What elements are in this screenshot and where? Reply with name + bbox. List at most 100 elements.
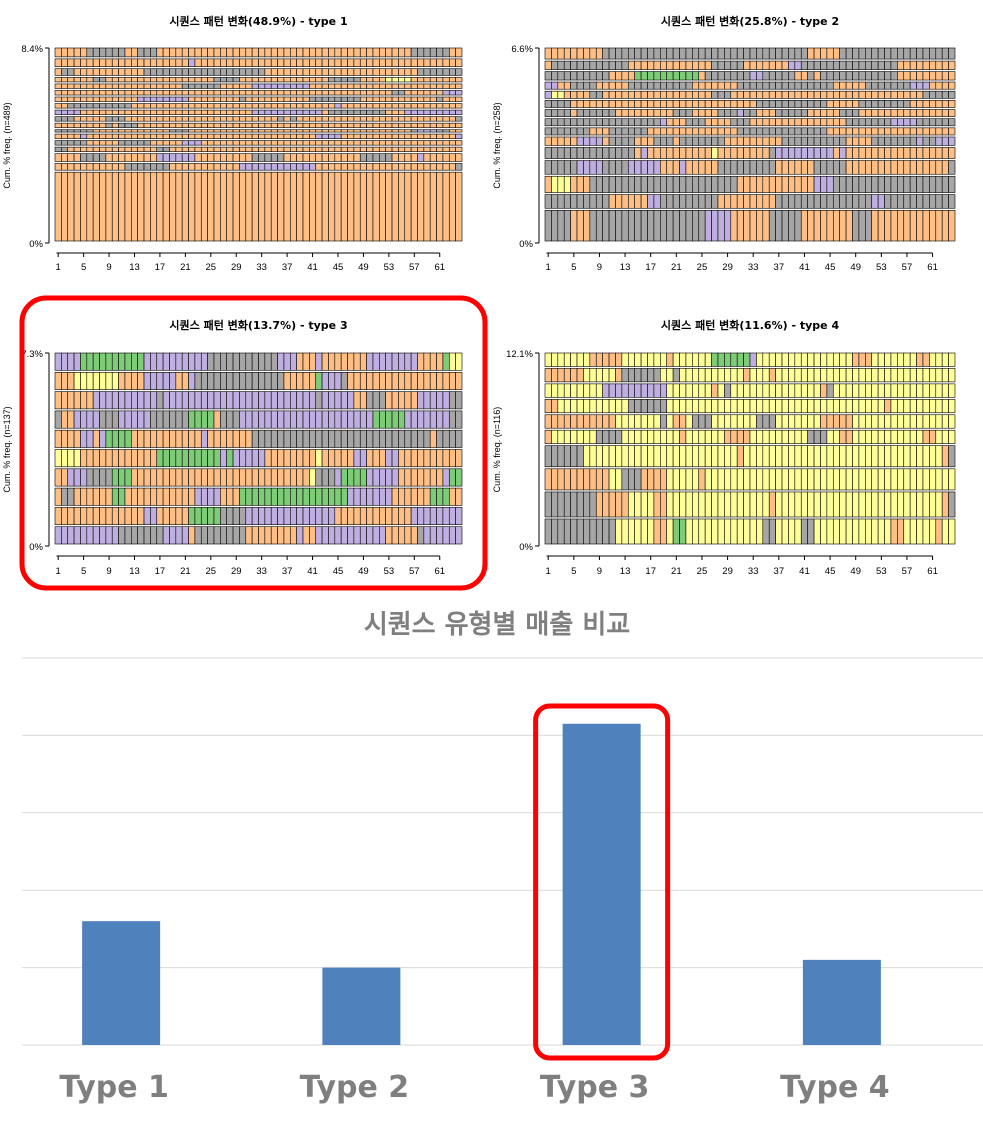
sequence-cell bbox=[188, 47, 196, 58]
sequence-cell bbox=[379, 352, 386, 371]
sequence-cell bbox=[251, 449, 259, 468]
sequence-cell bbox=[353, 468, 361, 487]
sequence-cell bbox=[544, 127, 552, 136]
sequence-cell bbox=[226, 410, 234, 429]
sequence-cell bbox=[194, 352, 202, 371]
sequence-cell bbox=[935, 194, 943, 209]
sequence-cell bbox=[353, 153, 361, 162]
sequence-cell bbox=[188, 122, 196, 129]
sequence-cell bbox=[111, 352, 119, 371]
sequence-cell bbox=[162, 47, 170, 58]
sequence-cell bbox=[666, 445, 674, 468]
sequence-cell bbox=[429, 468, 437, 487]
sequence-cell bbox=[627, 518, 635, 545]
sequence-cell bbox=[410, 153, 418, 162]
sequence-cell bbox=[704, 368, 712, 383]
y-axis-label: Cum. % freq. (n=137) bbox=[2, 406, 12, 492]
sequence-cell bbox=[86, 153, 94, 162]
sequence-cell bbox=[366, 391, 374, 410]
sequence-cell bbox=[105, 146, 113, 152]
sequence-cell bbox=[897, 518, 905, 545]
sequence-cell bbox=[768, 399, 776, 414]
sequence-cell bbox=[353, 449, 361, 468]
sequence-cell bbox=[711, 445, 719, 468]
sequence-cell bbox=[315, 391, 323, 410]
sequence-cell bbox=[775, 491, 783, 518]
sequence-cell bbox=[86, 122, 94, 129]
sequence-cell bbox=[67, 163, 75, 171]
sequence-cell bbox=[283, 47, 291, 58]
sequence-cell bbox=[220, 83, 227, 89]
sequence-cell bbox=[137, 77, 145, 83]
sequence-row bbox=[544, 81, 956, 90]
sequence-cell bbox=[615, 118, 623, 127]
sequence-cell bbox=[890, 147, 898, 159]
sequence-cell bbox=[820, 368, 828, 383]
sequence-cell bbox=[704, 383, 712, 398]
sequence-cell bbox=[884, 383, 892, 398]
sequence-cell bbox=[749, 468, 757, 491]
sequence-cell bbox=[315, 116, 323, 122]
sequence-cell bbox=[768, 175, 776, 193]
sequence-cell bbox=[99, 122, 107, 129]
sequence-cell bbox=[627, 175, 635, 193]
sequence-cell bbox=[105, 140, 113, 146]
sequence-cell bbox=[245, 391, 253, 410]
sequence-cell bbox=[839, 160, 847, 175]
sequence-cell bbox=[156, 58, 164, 67]
sequence-cell bbox=[570, 368, 578, 383]
sequence-cell bbox=[448, 68, 456, 76]
sequence-cell bbox=[839, 368, 847, 383]
sequence-cell bbox=[264, 352, 272, 371]
sequence-cell bbox=[417, 58, 425, 67]
sequence-cell bbox=[73, 352, 81, 371]
sequence-cell bbox=[289, 103, 297, 109]
sequence-cell bbox=[251, 429, 259, 448]
sequence-cell bbox=[398, 163, 406, 171]
sequence-cell bbox=[213, 58, 221, 67]
sequence-cell bbox=[871, 71, 879, 81]
sequence-cell bbox=[417, 47, 425, 58]
sequence-cell bbox=[640, 160, 648, 175]
sequence-cell bbox=[685, 209, 693, 242]
sequence-cell bbox=[80, 47, 88, 58]
sequence-cell bbox=[309, 103, 317, 109]
sequence-cell bbox=[845, 147, 853, 159]
sequence-cell bbox=[220, 129, 227, 133]
sequence-cell bbox=[743, 445, 751, 468]
sequence-cell bbox=[296, 153, 304, 162]
sequence-cell bbox=[852, 468, 860, 491]
sequence-cell bbox=[544, 60, 552, 70]
sequence-cell bbox=[589, 136, 597, 146]
sequence-cell bbox=[156, 90, 164, 96]
sequence-cell bbox=[124, 487, 132, 506]
sequence-cell bbox=[615, 429, 623, 444]
sequence-cell bbox=[207, 507, 215, 525]
sequence-cell bbox=[391, 153, 399, 162]
sequence-cell bbox=[762, 71, 770, 81]
sequence-cell bbox=[692, 209, 700, 242]
sequence-cell bbox=[570, 71, 578, 81]
sequence-cell bbox=[232, 507, 240, 525]
sequence-cell bbox=[302, 153, 310, 162]
sequence-cell bbox=[410, 171, 418, 242]
sequence-cell bbox=[832, 518, 840, 545]
sequence-cell bbox=[423, 171, 431, 242]
sequence-cell bbox=[118, 526, 126, 545]
sequence-cell bbox=[251, 371, 259, 390]
sequence-cell bbox=[150, 163, 158, 171]
sequence-cell bbox=[749, 368, 757, 383]
sequence-row bbox=[544, 383, 956, 398]
sequence-cell bbox=[150, 109, 158, 115]
sequence-cell bbox=[372, 47, 380, 58]
sequence-cell bbox=[436, 116, 444, 122]
sequence-cell bbox=[251, 153, 259, 162]
sequence-cell bbox=[455, 58, 463, 67]
sequence-cell bbox=[884, 491, 892, 518]
sequence-cell bbox=[67, 140, 75, 146]
sequence-cell bbox=[813, 399, 821, 414]
sequence-cell bbox=[820, 468, 828, 491]
sequence-cell bbox=[385, 90, 393, 96]
sequence-cell bbox=[366, 449, 374, 468]
sequence-cell bbox=[615, 468, 623, 491]
